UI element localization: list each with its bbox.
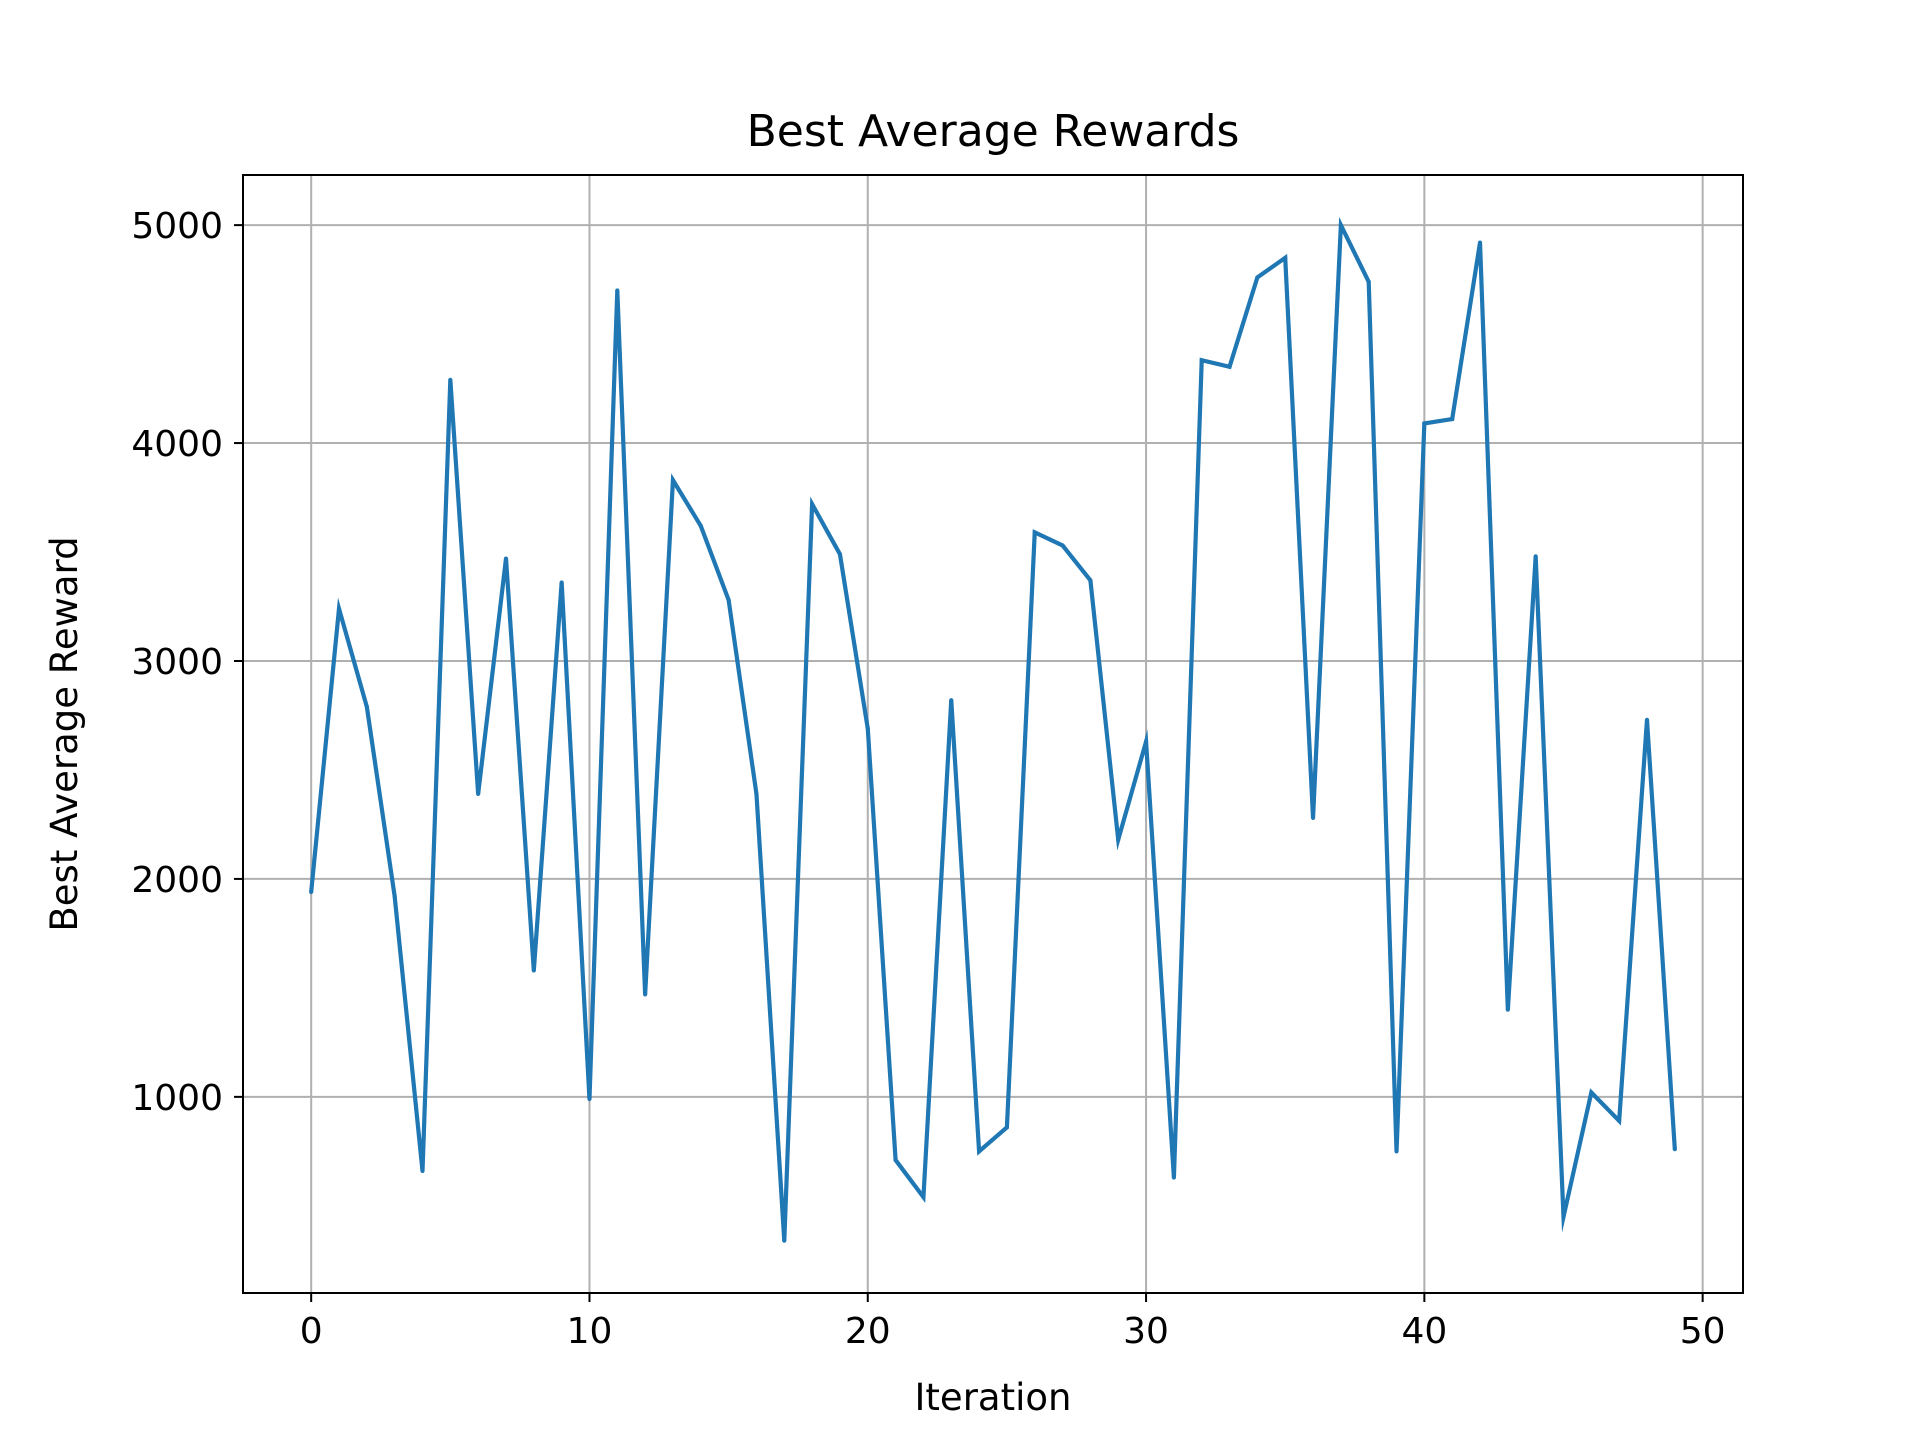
data-point [1088,578,1093,583]
data-point [1338,223,1343,228]
data-point [1450,416,1455,422]
x-tick-label: 0 [300,1311,323,1352]
chart-title: Best Average Rewards [747,106,1240,157]
y-tick-label: 4000 [131,424,223,465]
data-point [336,606,342,611]
data-point [1032,530,1037,535]
x-tick-label: 10 [567,1311,613,1352]
data-point [476,791,481,797]
y-tick-label: 3000 [131,642,223,683]
data-point [670,478,676,483]
grid-lines [243,175,1743,1293]
x-tick-label: 40 [1401,1311,1447,1352]
data-point [1004,1125,1010,1130]
data-point [1617,1118,1622,1123]
data-point [1310,815,1316,821]
data-point [1589,1090,1594,1095]
data-point [1561,1214,1566,1219]
y-tick-label: 2000 [131,860,223,901]
series-line [309,216,1677,1241]
data-point [1533,554,1538,559]
series-layer [309,216,1677,1243]
data-point [893,1157,898,1163]
data-point [643,992,648,997]
data-point [1255,275,1260,280]
data-point [531,968,536,973]
data-point [976,1149,982,1154]
data-point [1060,543,1065,548]
data-point [615,288,620,293]
data-point [810,501,815,507]
x-tick-label: 50 [1680,1311,1726,1352]
x-tick-label: 20 [845,1311,891,1352]
x-axis-label: Iteration [915,1376,1072,1419]
data-point [1116,837,1121,842]
data-point [1227,364,1232,369]
data-point [392,894,397,899]
data-point [559,580,564,585]
data-point [865,726,870,731]
data-point [1672,1147,1677,1152]
y-axis-label: Best Average Reward [43,536,86,931]
data-point [1422,421,1427,426]
data-point [1283,255,1288,260]
data-point [448,377,453,382]
data-point [837,552,843,557]
data-point [309,889,314,895]
data-point [698,523,703,528]
data-point [503,556,509,561]
data-point [1477,240,1483,245]
data-point [754,791,759,797]
x-tick-label: 30 [1123,1311,1169,1352]
data-point [1394,1149,1399,1154]
data-point [364,704,369,709]
axis-ticks: 0 10 20 30 40 50 1000 2000 3000 4000 5000 [131,206,1725,1352]
data-point [726,597,731,603]
data-point [1505,1007,1510,1012]
data-point [1171,1175,1176,1180]
y-tick-label: 1000 [131,1078,223,1119]
plot-frame [242,174,1744,1294]
data-point [1143,739,1149,744]
data-point [921,1195,926,1200]
data-point [782,1238,787,1243]
data-point [949,698,954,703]
data-point [1366,279,1371,284]
data-point [1644,717,1650,722]
data-point [420,1168,425,1174]
data-point [1199,358,1204,363]
y-tick-label: 5000 [131,206,223,247]
data-point [587,1096,592,1102]
